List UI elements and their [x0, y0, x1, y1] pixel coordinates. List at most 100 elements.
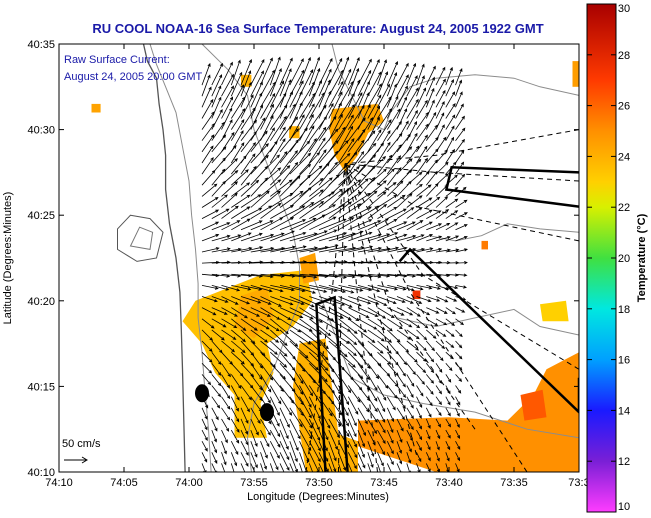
current-vector-772: [357, 130, 376, 153]
current-vector-767: [308, 126, 327, 153]
current-vector-761: [250, 130, 268, 153]
shipping-lane-1: [398, 247, 579, 414]
current-vector-570: [231, 218, 251, 231]
current-vector-521: [279, 245, 307, 253]
current-vector-267: [435, 363, 443, 373]
current-vector-157: [416, 407, 422, 420]
current-vector-922: [240, 58, 252, 86]
current-vector-860: [425, 99, 435, 119]
current-vector-763: [269, 126, 286, 153]
colorbar-tick-label-4: 18: [618, 304, 630, 316]
current-vector-289: [386, 351, 399, 366]
current-vector-941: [425, 65, 436, 86]
current-vector-902: [308, 67, 321, 97]
current-vector-758: [221, 131, 235, 153]
current-vector-409: [240, 296, 262, 304]
current-vector-669: [406, 183, 423, 197]
shipping-lane-2: [444, 166, 579, 208]
current-vector-428: [426, 296, 441, 302]
current-vector-871: [269, 80, 285, 108]
current-vector-547: [270, 230, 295, 242]
current-vector-842: [250, 92, 263, 119]
current-vector-884: [396, 85, 408, 108]
current-vector-333: [289, 329, 312, 345]
current-vector-558: [377, 232, 399, 242]
current-vector-885: [406, 87, 419, 108]
current-vector-843: [260, 92, 276, 119]
current-vector-454: [416, 285, 433, 290]
current-vector-645: [435, 196, 449, 208]
current-vector-800: [367, 116, 380, 141]
current-vector-47: [396, 452, 403, 465]
current-vector-450: [377, 285, 399, 291]
current-vector-295: [445, 351, 454, 360]
current-vector-589: [416, 221, 433, 231]
current-vector-71: [367, 441, 375, 458]
current-vector-209: [396, 385, 407, 398]
current-vector-185: [425, 396, 433, 407]
current-vector-232: [357, 374, 371, 391]
current-vector-29: [221, 452, 227, 466]
current-vector-707: [250, 154, 269, 175]
current-vector-140: [250, 407, 261, 424]
current-vector-83: [221, 429, 228, 444]
current-vector-214: [445, 385, 451, 395]
current-vector-564: [435, 236, 451, 242]
current-vector-67: [328, 441, 337, 462]
current-vector-109: [211, 418, 218, 432]
current-vector-8: [279, 463, 285, 472]
current-vector-207: [377, 385, 387, 401]
current-vector-711: [289, 152, 312, 175]
current-vector-903: [318, 68, 332, 97]
colorbar-ticks: 10 12 14 16 18 20 22 24 26 28 30: [587, 3, 630, 513]
current-vector-56: [221, 441, 227, 455]
current-vector-673: [445, 186, 459, 197]
current-vector-413: [279, 296, 305, 305]
current-vector-612: [377, 206, 398, 219]
current-vector-282: [318, 351, 335, 373]
current-vector-678: [231, 169, 249, 186]
current-vector-644: [426, 196, 441, 208]
current-vector-65: [308, 441, 321, 463]
current-vector-539: [455, 248, 469, 253]
current-vector-650: [221, 181, 238, 197]
current-vector-458: [455, 285, 467, 289]
current-vector-460: [211, 273, 231, 278]
current-vector-935: [367, 58, 380, 86]
current-vector-235: [386, 374, 399, 388]
current-vector-915: [435, 78, 446, 97]
current-vector-386: [279, 307, 304, 319]
current-vector-273: [231, 351, 245, 365]
current-vector-921: [230, 59, 241, 86]
current-vector-296: [455, 351, 463, 360]
current-vector-212: [425, 385, 434, 395]
current-vector-278: [279, 351, 296, 371]
current-vector-740: [308, 137, 326, 164]
current-vector-102: [406, 429, 413, 442]
current-vector-706: [240, 153, 256, 175]
current-vector-701: [455, 173, 466, 186]
current-vector-762: [260, 127, 275, 153]
current-vector-910: [386, 72, 398, 97]
colorbar-tick-label-5: 20: [618, 253, 630, 265]
bay-inner-outline: [129, 226, 154, 250]
current-vector-887: [425, 87, 435, 108]
current-vector-135: [201, 407, 208, 420]
current-vector-781: [445, 136, 455, 153]
x-tick-label-5: 73:45: [370, 477, 398, 489]
current-vector-936: [377, 59, 387, 86]
current-vector-193: [240, 385, 252, 401]
current-vector-856: [386, 95, 399, 119]
buoy-marker-1: [260, 403, 274, 422]
current-vector-931: [328, 57, 343, 86]
current-vector-594: [201, 209, 220, 219]
current-vector-796: [328, 113, 343, 141]
current-vector-857: [396, 96, 407, 119]
current-vector-807: [435, 124, 445, 141]
current-vector-896: [250, 70, 264, 97]
current-vector-98: [367, 429, 376, 446]
current-vector-517: [240, 246, 264, 253]
current-vector-246: [231, 363, 244, 377]
current-vector-566: [455, 236, 468, 242]
current-vector-426: [406, 296, 423, 304]
